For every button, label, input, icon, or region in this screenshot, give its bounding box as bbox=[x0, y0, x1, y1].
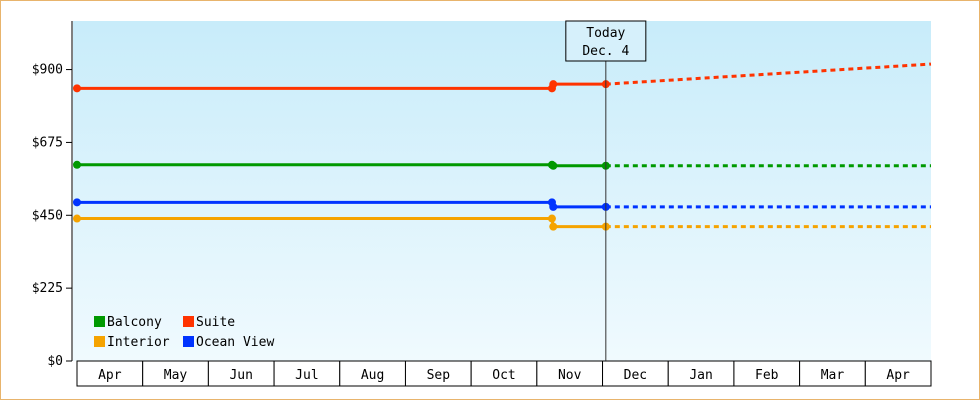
today-date: Dec. 4 bbox=[582, 44, 629, 59]
data-point-interior bbox=[547, 214, 556, 223]
x-tick-label: Dec bbox=[624, 368, 647, 383]
plot-area bbox=[73, 21, 931, 361]
x-tick-label: Jul bbox=[295, 368, 318, 383]
legend-swatch-balcony bbox=[94, 316, 105, 327]
x-tick-label: Nov bbox=[558, 368, 582, 383]
x-tick-box bbox=[864, 360, 932, 387]
data-point-balcony bbox=[549, 161, 558, 170]
data-point-suite bbox=[73, 84, 81, 93]
x-tick-box bbox=[76, 360, 144, 387]
legend-label-interior: Interior bbox=[107, 335, 170, 350]
y-tick-label: $675 bbox=[32, 135, 63, 150]
x-tick-label: Mar bbox=[821, 368, 845, 383]
series-line-balcony bbox=[77, 163, 606, 168]
y-tick-label: $225 bbox=[32, 281, 63, 296]
x-tick-box bbox=[470, 360, 538, 387]
y-tick-label: $900 bbox=[32, 63, 63, 78]
legend-label-balcony: Balcony bbox=[107, 315, 162, 330]
today-label: Today bbox=[586, 26, 625, 41]
series-line-interior bbox=[77, 217, 606, 229]
data-point-interior bbox=[73, 214, 81, 223]
x-tick-box bbox=[733, 360, 801, 387]
x-tick-label: Oct bbox=[492, 368, 515, 383]
data-point-suite bbox=[549, 80, 558, 89]
x-tick-label: Apr bbox=[98, 368, 122, 383]
x-tick-box bbox=[536, 360, 604, 387]
data-point-balcony bbox=[73, 160, 81, 169]
x-tick-box bbox=[404, 360, 472, 387]
legend-swatch-suite bbox=[183, 316, 194, 327]
y-tick-label: $0 bbox=[47, 354, 63, 369]
x-tick-box bbox=[667, 360, 735, 387]
projection-line-suite bbox=[605, 62, 932, 86]
x-tick-box bbox=[339, 360, 406, 387]
x-tick-label: Jun bbox=[229, 368, 252, 383]
data-point-ocean-view bbox=[549, 202, 558, 211]
data-point-ocean-view bbox=[73, 198, 81, 207]
x-tick-label: Feb bbox=[755, 368, 779, 383]
data-point-interior bbox=[549, 222, 558, 231]
x-tick-label: Jan bbox=[689, 368, 712, 383]
y-tick-label: $450 bbox=[32, 208, 63, 223]
x-tick-box bbox=[602, 360, 669, 387]
x-tick-box bbox=[273, 360, 341, 387]
x-tick-label: Aug bbox=[361, 368, 384, 383]
x-tick-box bbox=[799, 360, 866, 387]
today-box bbox=[565, 20, 647, 62]
legend-swatch-interior bbox=[94, 336, 105, 347]
x-tick-label: Apr bbox=[886, 368, 910, 383]
legend-label-ocean-view: Ocean View bbox=[196, 335, 274, 350]
legend-label-suite: Suite bbox=[196, 315, 235, 330]
x-tick-label: May bbox=[164, 368, 188, 383]
legend-swatch-ocean-view bbox=[183, 336, 194, 347]
x-tick-label: Sep bbox=[427, 368, 451, 383]
